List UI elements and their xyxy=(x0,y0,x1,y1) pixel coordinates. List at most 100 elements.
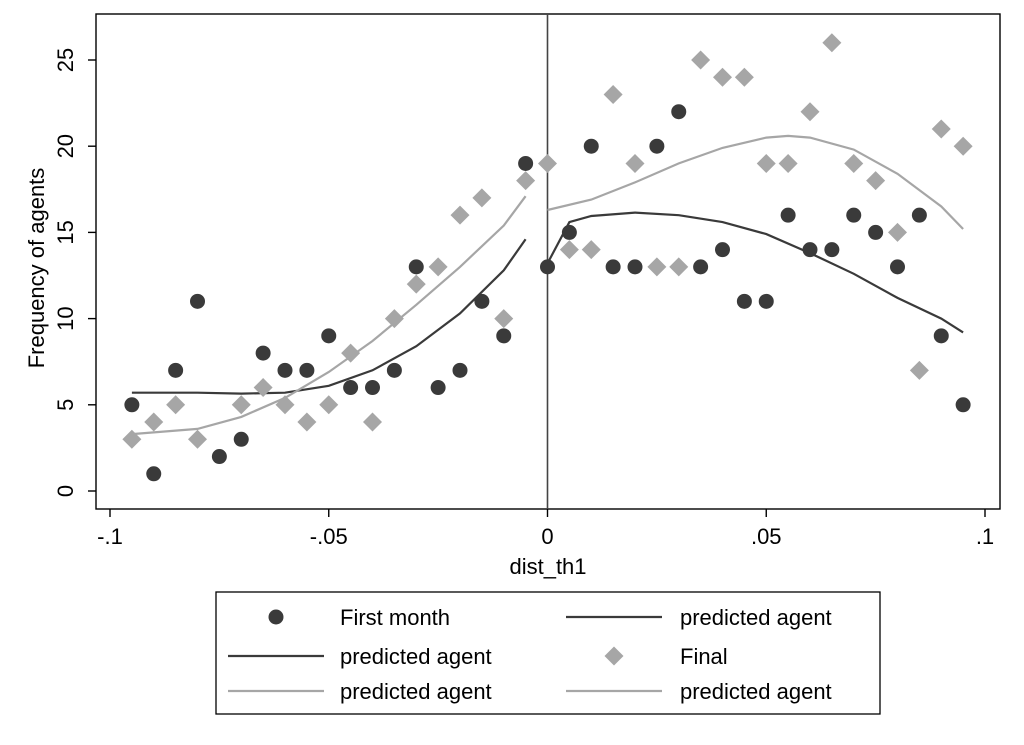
point-first-month xyxy=(890,259,905,275)
x-tick-label: .05 xyxy=(751,524,782,549)
point-final xyxy=(953,136,973,156)
point-final xyxy=(625,153,645,173)
point-first-month xyxy=(190,293,205,309)
series-line-predicted-agent xyxy=(547,134,964,230)
point-first-month xyxy=(802,242,818,258)
point-final xyxy=(713,67,732,87)
point-first-month xyxy=(124,397,140,413)
point-final xyxy=(428,257,448,277)
point-first-month xyxy=(583,138,599,154)
point-first-month xyxy=(386,362,402,378)
point-first-month xyxy=(474,293,490,309)
point-first-month xyxy=(627,259,643,275)
point-final xyxy=(691,50,711,70)
point-first-month xyxy=(146,466,162,482)
legend-label: predicted agent xyxy=(680,679,832,704)
series-line-predicted-agent xyxy=(131,195,527,436)
point-final xyxy=(931,119,951,139)
point-final xyxy=(516,171,536,191)
point-final xyxy=(472,188,492,208)
x-tick-label: -.1 xyxy=(97,524,123,549)
point-first-month xyxy=(321,328,337,344)
point-first-month xyxy=(299,362,315,378)
point-first-month xyxy=(824,242,840,258)
point-first-month xyxy=(758,293,774,309)
point-first-month xyxy=(496,328,512,344)
legend-label: predicted agent xyxy=(340,644,492,669)
point-first-month xyxy=(846,207,862,223)
x-tick-label: .1 xyxy=(976,524,994,549)
point-final xyxy=(384,309,404,329)
point-first-month xyxy=(255,345,271,361)
point-final xyxy=(275,395,295,415)
point-final xyxy=(844,153,864,173)
point-final xyxy=(166,395,186,415)
series-line-predicted-agent xyxy=(546,211,964,334)
x-tick-label: -.05 xyxy=(310,524,348,549)
point-final xyxy=(341,343,361,363)
series-line-predicted-agent xyxy=(131,238,527,395)
point-final xyxy=(603,84,623,104)
point-first-month xyxy=(780,207,796,223)
point-final xyxy=(122,429,142,449)
point-first-month xyxy=(452,362,468,378)
legend-label: predicted agent xyxy=(340,679,492,704)
axes: 0 5 10 15 20 25 -.1 -.05 0 .05 .1 xyxy=(53,14,994,549)
point-final xyxy=(822,33,842,53)
point-first-month xyxy=(911,207,927,223)
point-final xyxy=(866,171,886,191)
point-final xyxy=(494,309,514,329)
y-tick-label: 5 xyxy=(53,399,78,411)
point-first-month xyxy=(168,362,184,378)
point-first-month xyxy=(671,104,687,120)
point-first-month xyxy=(365,380,380,396)
point-first-month xyxy=(649,138,665,154)
point-first-month xyxy=(518,155,534,171)
legend-box xyxy=(215,591,881,715)
point-first-month xyxy=(715,242,730,258)
point-first-month xyxy=(430,380,446,396)
point-first-month xyxy=(277,362,293,378)
point-final xyxy=(647,257,667,277)
point-first-month xyxy=(561,224,577,240)
point-final xyxy=(144,412,164,432)
point-first-month xyxy=(540,259,555,275)
legend: First month predicted agent predicted agen… xyxy=(215,591,881,715)
point-first-month xyxy=(211,449,227,465)
point-final xyxy=(734,67,754,87)
y-tick-label: 20 xyxy=(53,134,78,158)
point-first-month xyxy=(693,259,709,275)
y-tick-label: 25 xyxy=(53,48,78,72)
point-final xyxy=(581,240,601,260)
chart-marks xyxy=(122,33,973,482)
point-final xyxy=(756,153,776,173)
point-final xyxy=(778,153,798,173)
point-first-month xyxy=(955,397,971,413)
x-axis-title: dist_th1 xyxy=(509,554,586,579)
y-axis-title: Frequency of agents xyxy=(24,168,49,369)
point-final xyxy=(188,429,207,449)
point-final xyxy=(319,395,339,415)
point-final xyxy=(297,412,317,432)
point-final xyxy=(450,205,470,225)
point-final xyxy=(909,360,929,380)
point-first-month xyxy=(736,293,752,309)
legend-symbol-circle xyxy=(268,609,284,625)
point-final xyxy=(800,102,820,122)
point-final xyxy=(669,257,689,277)
y-tick-label: 10 xyxy=(53,306,78,330)
point-final xyxy=(253,378,273,398)
legend-label: predicted agent xyxy=(680,605,832,630)
point-first-month xyxy=(868,224,884,240)
legend-label: First month xyxy=(340,605,450,630)
y-tick-label: 15 xyxy=(53,220,78,244)
point-final xyxy=(406,274,426,294)
point-final xyxy=(538,153,557,173)
point-first-month xyxy=(933,328,949,344)
point-first-month xyxy=(605,259,621,275)
point-final xyxy=(888,222,907,242)
point-first-month xyxy=(408,259,424,275)
x-tick-label: 0 xyxy=(541,524,553,549)
legend-symbol-diamond xyxy=(604,646,624,666)
